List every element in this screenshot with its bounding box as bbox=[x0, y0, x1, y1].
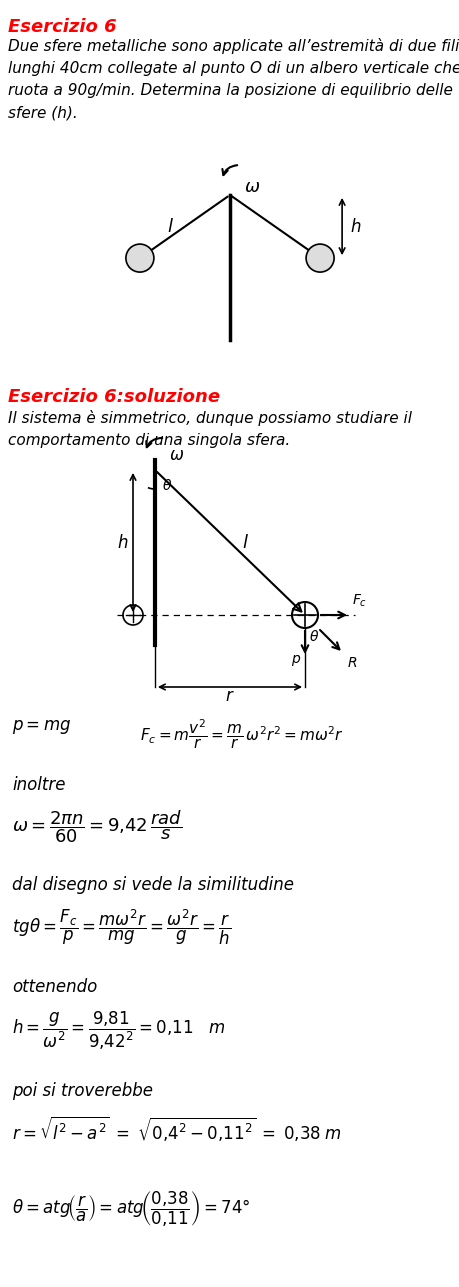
Text: $h$: $h$ bbox=[349, 218, 361, 236]
Text: Esercizio 6:soluzione: Esercizio 6:soluzione bbox=[8, 387, 220, 405]
Text: $h$: $h$ bbox=[117, 534, 128, 552]
Text: dal disegno si vede la similitudine: dal disegno si vede la similitudine bbox=[12, 876, 293, 894]
Text: $R$: $R$ bbox=[346, 656, 357, 671]
Text: $r = \sqrt{l^2 - a^2} \;=\; \sqrt{0{,}4^2 - 0{,}11^2} \;=\; 0{,}38\;m$: $r = \sqrt{l^2 - a^2} \;=\; \sqrt{0{,}4^… bbox=[12, 1115, 341, 1144]
Text: $tg\theta = \dfrac{F_c}{p} = \dfrac{m\omega^2 r}{mg} = \dfrac{\omega^2 r}{g} = \: $tg\theta = \dfrac{F_c}{p} = \dfrac{m\om… bbox=[12, 909, 231, 947]
Text: Due sfere metalliche sono applicate all’estremità di due fili
lunghi 40cm colleg: Due sfere metalliche sono applicate all’… bbox=[8, 39, 459, 121]
Circle shape bbox=[305, 245, 333, 272]
Text: $l$: $l$ bbox=[241, 534, 248, 552]
Text: $r$: $r$ bbox=[224, 687, 235, 705]
Text: $\theta$: $\theta$ bbox=[308, 629, 319, 644]
Text: $\omega = \dfrac{2\pi n}{60} = 9{,}42\,\dfrac{rad}{s}$: $\omega = \dfrac{2\pi n}{60} = 9{,}42\,\… bbox=[12, 808, 182, 844]
Text: Esercizio 6: Esercizio 6 bbox=[8, 18, 117, 36]
Text: $F_c = m\dfrac{v^2}{r} = \dfrac{m}{r}\,\omega^2 r^2 = m\omega^2 r$: $F_c = m\dfrac{v^2}{r} = \dfrac{m}{r}\,\… bbox=[140, 718, 343, 752]
Text: inoltre: inoltre bbox=[12, 776, 65, 794]
Text: $\omega$: $\omega$ bbox=[168, 447, 184, 465]
Text: $\theta = atg\!\left(\dfrac{r}{a}\right) = atg\!\left(\dfrac{0{,}38}{0{,}11}\rig: $\theta = atg\!\left(\dfrac{r}{a}\right)… bbox=[12, 1190, 250, 1229]
Text: $\theta$: $\theta$ bbox=[162, 477, 172, 493]
Text: $F_c$: $F_c$ bbox=[351, 593, 366, 610]
Text: poi si troverebbe: poi si troverebbe bbox=[12, 1082, 153, 1100]
Text: $p$: $p$ bbox=[291, 653, 301, 668]
Text: ottenendo: ottenendo bbox=[12, 978, 97, 996]
Text: Il sistema è simmetrico, dunque possiamo studiare il
comportamento di una singol: Il sistema è simmetrico, dunque possiamo… bbox=[8, 411, 411, 448]
Circle shape bbox=[126, 245, 154, 272]
Text: $p = mg$: $p = mg$ bbox=[12, 718, 71, 736]
Text: $\omega$: $\omega$ bbox=[243, 178, 260, 196]
Text: $l$: $l$ bbox=[167, 218, 174, 236]
Text: $h = \dfrac{g}{\omega^2} = \dfrac{9{,}81}{9{,}42^2} = 0{,}11 \quad m$: $h = \dfrac{g}{\omega^2} = \dfrac{9{,}81… bbox=[12, 1010, 225, 1053]
